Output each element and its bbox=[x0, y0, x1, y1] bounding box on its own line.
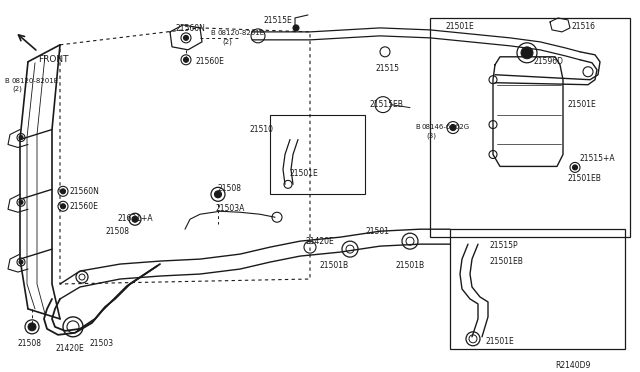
Bar bbox=[430, 18, 630, 237]
Circle shape bbox=[61, 204, 65, 209]
Text: 21503: 21503 bbox=[90, 339, 114, 348]
Circle shape bbox=[19, 260, 23, 264]
Text: 21516: 21516 bbox=[572, 22, 596, 31]
Circle shape bbox=[293, 25, 299, 31]
Text: B: B bbox=[210, 30, 215, 36]
Text: 21560E: 21560E bbox=[70, 202, 99, 211]
Circle shape bbox=[19, 135, 23, 140]
Text: 21508: 21508 bbox=[18, 339, 42, 348]
Text: 21420E: 21420E bbox=[55, 344, 84, 353]
Circle shape bbox=[573, 165, 577, 170]
Circle shape bbox=[61, 189, 65, 194]
Text: 08120-8201E: 08120-8201E bbox=[218, 30, 265, 36]
Text: (2): (2) bbox=[222, 39, 232, 45]
Text: 21560N: 21560N bbox=[175, 24, 205, 33]
Text: 21501E: 21501E bbox=[567, 100, 596, 109]
Text: 21508: 21508 bbox=[105, 227, 129, 236]
Text: 08120-8201E: 08120-8201E bbox=[11, 78, 58, 84]
Circle shape bbox=[184, 57, 189, 62]
Text: 21501E: 21501E bbox=[445, 22, 474, 31]
Circle shape bbox=[521, 47, 533, 59]
Text: 21515EB: 21515EB bbox=[370, 100, 404, 109]
Circle shape bbox=[19, 200, 23, 204]
Text: 21515: 21515 bbox=[375, 64, 399, 73]
Text: 21501E: 21501E bbox=[290, 169, 319, 179]
Text: B: B bbox=[4, 78, 9, 84]
Text: 21501E: 21501E bbox=[485, 337, 514, 346]
Text: 21515+A: 21515+A bbox=[580, 154, 616, 163]
Text: 21510: 21510 bbox=[250, 125, 274, 134]
Circle shape bbox=[184, 35, 189, 40]
Text: 21515P: 21515P bbox=[490, 241, 518, 250]
Text: 08146-6162G: 08146-6162G bbox=[422, 124, 470, 129]
Text: 21501: 21501 bbox=[365, 227, 389, 236]
Text: 21515E: 21515E bbox=[263, 16, 292, 25]
Text: 21596D: 21596D bbox=[533, 57, 563, 66]
Circle shape bbox=[450, 125, 456, 131]
Circle shape bbox=[132, 216, 138, 222]
Text: (3): (3) bbox=[426, 132, 436, 139]
Text: R2140D9: R2140D9 bbox=[555, 361, 590, 370]
Circle shape bbox=[28, 323, 36, 331]
Text: 21501EB: 21501EB bbox=[568, 174, 602, 183]
Circle shape bbox=[214, 191, 221, 198]
Text: 21501B: 21501B bbox=[320, 261, 349, 270]
Text: 21420E: 21420E bbox=[305, 237, 333, 246]
Text: FRONT: FRONT bbox=[38, 55, 68, 64]
Text: 21503A: 21503A bbox=[215, 204, 244, 213]
Text: 21508: 21508 bbox=[218, 185, 242, 193]
Text: (2): (2) bbox=[12, 86, 22, 92]
Text: 21560N: 21560N bbox=[70, 187, 100, 196]
Text: 21501B: 21501B bbox=[395, 261, 424, 270]
Text: B: B bbox=[415, 124, 420, 129]
Text: 21560E: 21560E bbox=[195, 57, 224, 66]
Text: 21501EB: 21501EB bbox=[490, 257, 524, 266]
Bar bbox=[270, 115, 365, 194]
Bar bbox=[450, 229, 625, 349]
Text: 21631+A: 21631+A bbox=[118, 214, 154, 223]
